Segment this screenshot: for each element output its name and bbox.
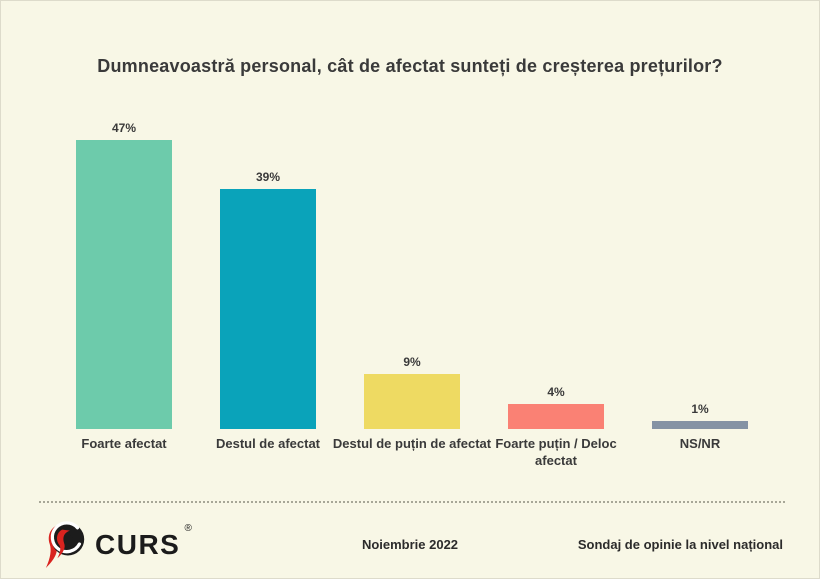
bar-value-label: 1% [691,402,709,416]
bar-stack: 47% [76,99,172,429]
bar-foarte-afectat [76,139,172,429]
bar-stack: 1% [652,99,748,429]
bar-column-destul-de-afectat: 39% Destul de afectat [183,99,353,453]
bar-column-foarte-afectat: 47% Foarte afectat [39,99,209,453]
curs-logo-icon [45,521,85,568]
bar-column-destul-de-putin-afectat: 9% Destul de puțin de afectat [327,99,497,453]
footer-divider [39,501,785,503]
bar-stack: 39% [220,99,316,429]
bar-category-label: Destul de afectat [215,436,321,451]
bar-stack: 4% [508,99,604,429]
bar-category-label: Destul de puțin de afectat [332,436,492,451]
bar-value-label: 39% [255,170,281,185]
curs-logo: CURS ® [43,518,194,572]
survey-scope-note: Sondaj de opinie la nivel național [577,537,783,552]
bar-value-label: 4% [547,385,565,400]
bar-value-label: 47% [111,120,137,135]
bar-column-ns-nr: 1% NS/NR [615,99,785,453]
survey-date: Noiembrie 2022 [361,537,459,552]
bar-foarte-putin-deloc-afectat [508,404,604,429]
chart-title: Dumneavoastră personal, cât de afectat s… [97,56,723,76]
registered-trademark-icon: ® [184,523,194,534]
bar-destul-de-putin-afectat [364,373,460,429]
curs-logo-text: CURS ® [95,523,194,560]
bar-column-foarte-putin-deloc-afectat: 4% Foarte puțin / Deloc afectat [471,99,641,470]
bar-category-label: NS/NR [679,436,721,451]
bar-category-label: Foarte afectat [81,436,167,451]
bar-stack: 9% [364,99,460,429]
bar-category-label: Foarte puțin / Deloc afectat [495,436,617,468]
bar-ns-nr [652,421,748,429]
bar-value-label: 9% [403,354,421,369]
bar-destul-de-afectat [220,189,316,429]
